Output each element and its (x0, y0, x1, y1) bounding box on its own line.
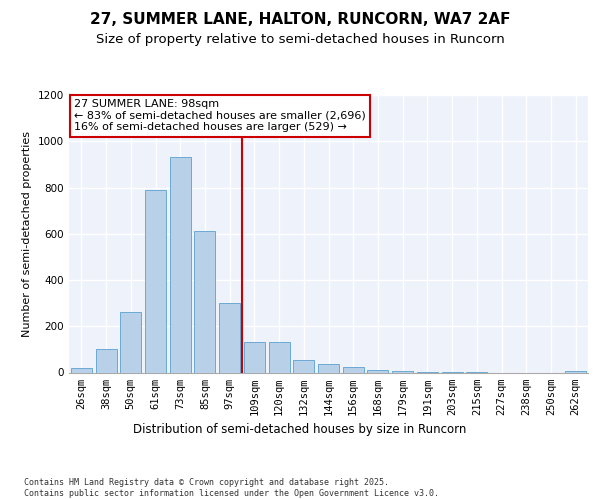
Y-axis label: Number of semi-detached properties: Number of semi-detached properties (22, 130, 32, 337)
Text: Size of property relative to semi-detached houses in Runcorn: Size of property relative to semi-detach… (95, 32, 505, 46)
Text: 27, SUMMER LANE, HALTON, RUNCORN, WA7 2AF: 27, SUMMER LANE, HALTON, RUNCORN, WA7 2A… (90, 12, 510, 28)
Bar (145, 190, 166, 372)
Text: Distribution of semi-detached houses by size in Runcorn: Distribution of semi-detached houses by … (133, 422, 467, 436)
Bar (318, 364, 339, 372)
Bar (367, 370, 388, 372)
Text: 27 SUMMER LANE: 98sqm
← 83% of semi-detached houses are smaller (2,696)
16% of s: 27 SUMMER LANE: 98sqm ← 83% of semi-deta… (74, 99, 366, 132)
Bar (343, 366, 364, 372)
Bar (269, 342, 290, 372)
Bar (293, 360, 314, 372)
Bar (71, 368, 92, 372)
Bar (120, 312, 141, 372)
Bar (95, 350, 116, 372)
Text: Contains HM Land Registry data © Crown copyright and database right 2025.
Contai: Contains HM Land Registry data © Crown c… (24, 478, 439, 498)
Bar (170, 158, 191, 372)
Bar (219, 303, 240, 372)
Bar (194, 232, 215, 372)
Bar (244, 342, 265, 372)
